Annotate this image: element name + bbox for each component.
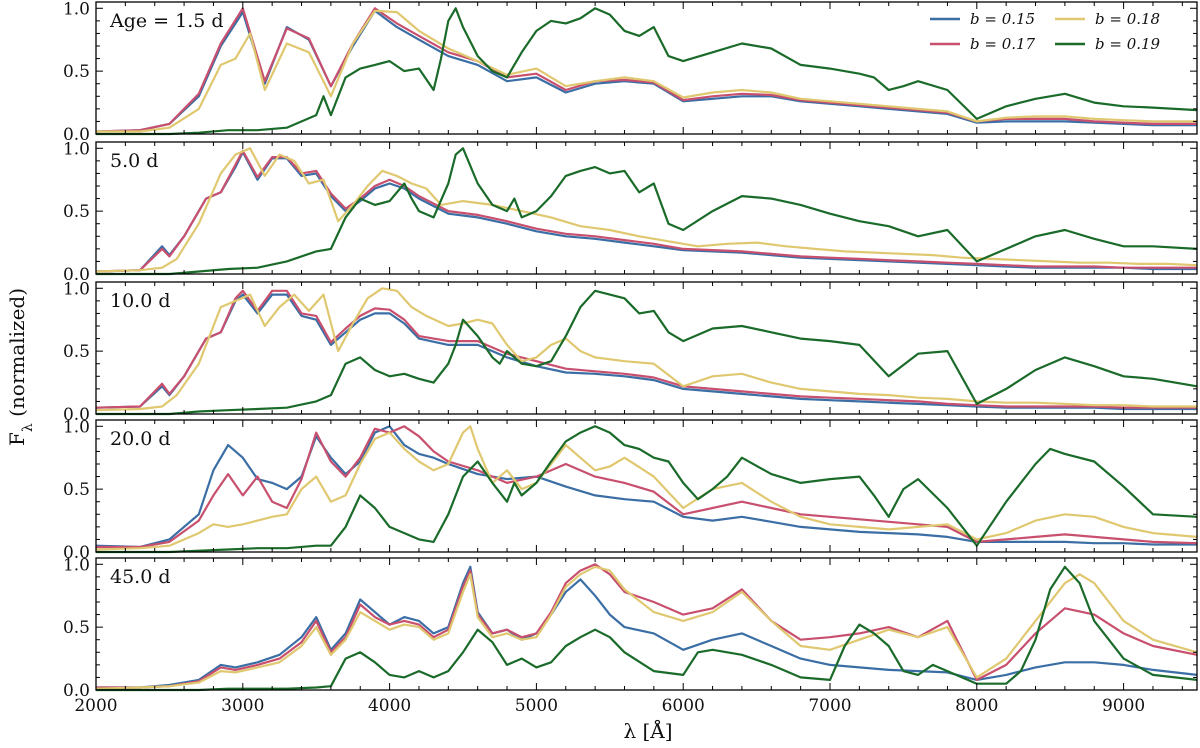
y-tick-label: 1.0 — [63, 417, 90, 437]
series-line-b-0-19 — [96, 289, 1198, 416]
series-line-b-0-17 — [96, 425, 1198, 549]
legend: b = 0.15 b = 0.18 b = 0.17 b = 0.19 — [930, 10, 1161, 53]
panel-background — [96, 420, 1197, 552]
x-tick-label: 8000 — [955, 696, 998, 716]
series-line-b-0-18 — [95, 287, 1197, 412]
panels-group: 0.0 0.5 1.0 Age = 1.5 d 0.0 0.5 1.0 5.0 d 0.0 0.5… — [63, 0, 1198, 716]
panel-frame — [95, 1, 1198, 135]
y-tick-label: 0.5 — [63, 342, 90, 362]
panel-background — [96, 142, 1197, 274]
panel-frame — [95, 419, 1198, 553]
series-line-b-0-17 — [95, 149, 1197, 273]
y-axis-label-main: F — [5, 432, 29, 446]
y-axis-label-sub: λ — [20, 423, 36, 432]
panel-background — [96, 282, 1197, 414]
panel-1: 0.0 0.5 1.0 Age = 1.5 d — [63, 0, 1198, 145]
panel-4: 0.0 0.5 1.0 20.0 d — [63, 417, 1198, 563]
panel-frame — [95, 557, 1198, 691]
series-line-b-0-19 — [96, 425, 1198, 554]
y-tick-label: 0.5 — [63, 62, 90, 82]
series-line-b-0-17 — [95, 289, 1197, 409]
series-line-b-0-19 — [96, 7, 1198, 136]
series-line-b-0-18 — [95, 565, 1198, 690]
x-tick-label: 6000 — [662, 696, 705, 716]
x-axis-label: λ [Å] — [623, 718, 672, 743]
y-tick-label: 0.5 — [63, 618, 90, 638]
panel-age-label: 45.0 d — [110, 566, 171, 588]
panel-background — [96, 2, 1197, 134]
legend-entry-label: b = 0.18 — [1095, 10, 1160, 28]
x-tick-label: 7000 — [808, 696, 851, 716]
panel-age-label: 20.0 d — [110, 428, 171, 450]
y-tick-label: 0.5 — [63, 202, 90, 222]
panel-frame — [95, 141, 1198, 275]
x-tick-label: 2000 — [74, 696, 117, 716]
panel-age-label: Age = 1.5 d — [109, 10, 224, 32]
y-tick-label: 1.0 — [63, 555, 90, 575]
x-tick-label: 4000 — [368, 696, 411, 716]
y-axis-label: Fλ (normalized) — [5, 288, 36, 446]
y-tick-label: 0.0 — [63, 681, 90, 701]
panel-age-label: 5.0 d — [110, 150, 158, 172]
y-tick-label: 0.5 — [63, 480, 90, 500]
series-line-b-0-18 — [96, 9, 1197, 133]
y-tick-label: 1.0 — [63, 139, 90, 159]
panel-2: 0.0 0.5 1.0 5.0 d — [63, 139, 1198, 285]
series-line-b-0-15 — [95, 293, 1197, 411]
y-tick-label: 1.0 — [63, 0, 90, 19]
y-tick-label: 0.0 — [63, 265, 90, 285]
series-line-b-0-18 — [95, 147, 1198, 273]
y-tick-label: 0.0 — [63, 543, 90, 563]
series-line-b-0-19 — [96, 147, 1198, 276]
y-axis-label-rest: (normalized) — [5, 288, 29, 423]
series-line-b-0-19 — [96, 565, 1198, 692]
series-line-b-0-18 — [95, 425, 1198, 551]
panel-frame — [95, 281, 1198, 415]
x-tick-label: 9000 — [1102, 696, 1145, 716]
panel-age-label: 10.0 d — [110, 290, 171, 312]
panel-3: 0.0 0.5 1.0 10.0 d — [63, 279, 1198, 425]
panel-background — [96, 558, 1197, 690]
y-tick-label: 0.0 — [63, 125, 90, 145]
series-line-b-0-17 — [96, 563, 1198, 689]
legend-entry-label: b = 0.19 — [1095, 35, 1161, 53]
x-tick-label: 5000 — [515, 696, 558, 716]
y-tick-label: 1.0 — [63, 279, 90, 299]
legend-entry-label: b = 0.15 — [970, 10, 1035, 28]
legend-entry-label: b = 0.17 — [970, 35, 1036, 53]
panel-5: 0.0 0.5 1.0 45.0 d — [63, 555, 1198, 701]
x-tick-label: 3000 — [221, 696, 264, 716]
series-line-b-0-15 — [95, 425, 1197, 549]
y-tick-label: 0.0 — [63, 405, 90, 425]
